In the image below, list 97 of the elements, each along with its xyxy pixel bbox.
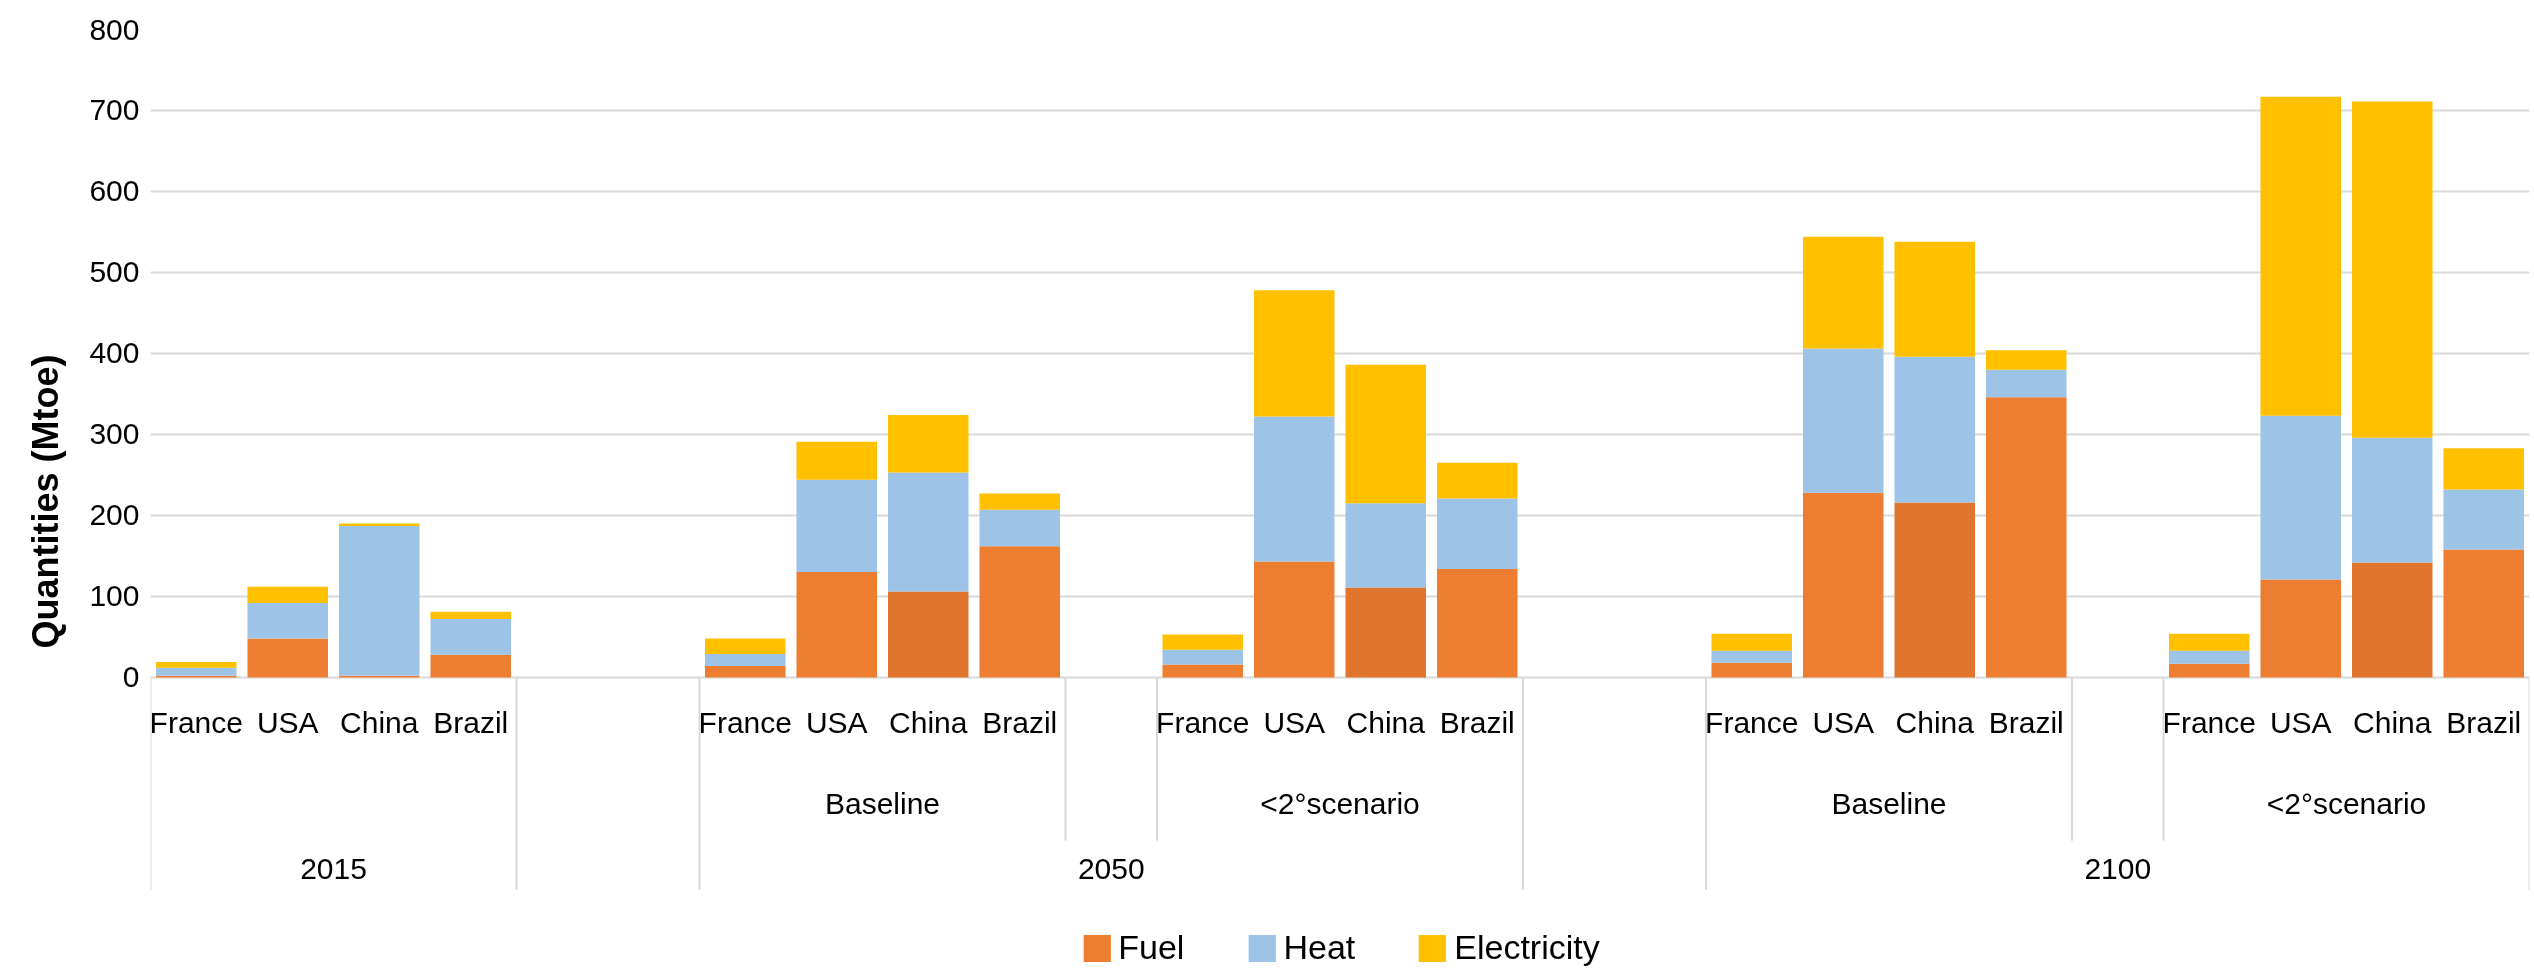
bar [1894, 502, 1976, 678]
x-tick-label: France [698, 706, 792, 740]
x-tick-label: Brazil [1439, 706, 1515, 740]
bar [796, 441, 878, 480]
bar [1802, 492, 1884, 678]
y-tick-label: 200 [89, 498, 140, 532]
bar [430, 619, 512, 655]
text: Baseline [1831, 787, 1947, 821]
y-tick-label: 800 [89, 12, 140, 46]
legend-label: Heat [1283, 928, 1356, 967]
x-tick-label: Brazil [982, 706, 1058, 740]
bar [979, 546, 1061, 678]
x-tick-label: Brazil [1988, 706, 2064, 740]
bar [430, 611, 512, 620]
bar [1436, 462, 1518, 499]
y-tick-label: 400 [89, 336, 140, 370]
bar [887, 415, 969, 473]
bar [1253, 416, 1335, 562]
x-tick-label: USA [1812, 706, 1875, 740]
bar [155, 667, 237, 676]
x-tick-label: China [340, 706, 419, 740]
legend-label: Electricity [1454, 928, 1600, 967]
bar [796, 572, 878, 678]
bar [155, 662, 237, 668]
legend-label: Fuel [1118, 928, 1185, 967]
x-tick-label: France [2162, 706, 2256, 740]
bar [2351, 101, 2433, 438]
x-tick-label: China [1895, 706, 1975, 740]
bar [1162, 634, 1244, 650]
bar [979, 493, 1061, 510]
bar [247, 586, 329, 603]
bar [2260, 96, 2342, 416]
bar [2443, 549, 2525, 678]
bar [704, 666, 786, 678]
bar [1802, 348, 1884, 493]
bar [1985, 350, 2067, 370]
x-tick-label: Brazil [2446, 706, 2522, 740]
y-tick-label: 100 [89, 579, 140, 613]
bar [1985, 369, 2067, 398]
bar [704, 653, 786, 667]
bar [1345, 364, 1427, 504]
x-tick-label: Brazil [433, 706, 509, 740]
bar [430, 654, 512, 678]
bar [1802, 236, 1884, 349]
x-tick-label: France [149, 706, 243, 740]
bar [796, 479, 878, 573]
bar [2351, 437, 2433, 563]
bar [2168, 663, 2250, 678]
bar [979, 509, 1061, 547]
bar [1162, 649, 1244, 665]
bar [887, 591, 969, 678]
bar [2168, 633, 2250, 651]
text: <2°scenario [1260, 787, 1420, 821]
x-tick-label: USA [256, 706, 319, 740]
bar [1253, 561, 1335, 678]
y-tick-label: 600 [89, 174, 140, 208]
x-tick-label: China [1346, 706, 1426, 740]
text: Baseline [824, 787, 941, 821]
y-tick-label: 300 [89, 417, 140, 451]
x-tick-label: France [1705, 706, 1799, 740]
text: 2100 [2084, 851, 2152, 885]
bar [2260, 415, 2342, 580]
bar [2351, 562, 2433, 678]
bar [1253, 290, 1335, 417]
bar [1711, 650, 1793, 663]
text: 2050 [1077, 851, 1145, 885]
bar [1345, 587, 1427, 678]
bar [1162, 664, 1244, 678]
bar [1894, 241, 1976, 357]
x-tick-label: USA [805, 706, 868, 740]
y-tick-label: 500 [89, 255, 140, 289]
bar [2168, 650, 2250, 664]
x-tick-label: USA [2269, 706, 2332, 740]
bar [1894, 356, 1976, 503]
x-tick-label: China [2353, 706, 2432, 740]
bar [1711, 662, 1793, 678]
y-axis-title: Quantities (Mtoe) [25, 354, 67, 649]
x-tick-label: China [889, 706, 968, 740]
bar [1436, 568, 1518, 678]
bar [2260, 579, 2342, 678]
text: 2015 [300, 851, 367, 885]
bar [2443, 489, 2525, 550]
y-tick-label: 0 [122, 660, 140, 694]
bar [247, 602, 329, 639]
y-tick-label: 700 [89, 93, 140, 127]
bar [1985, 397, 2067, 678]
bar [247, 638, 329, 678]
bar [887, 472, 969, 592]
x-tick-label: France [1156, 706, 1250, 740]
bar [1345, 503, 1427, 588]
bar [2443, 448, 2525, 490]
bar [1711, 633, 1793, 651]
bar [1436, 498, 1518, 569]
x-tick-label: USA [1263, 706, 1326, 740]
bar [704, 638, 786, 654]
text: <2°scenario [2266, 787, 2427, 821]
bar [338, 525, 420, 676]
